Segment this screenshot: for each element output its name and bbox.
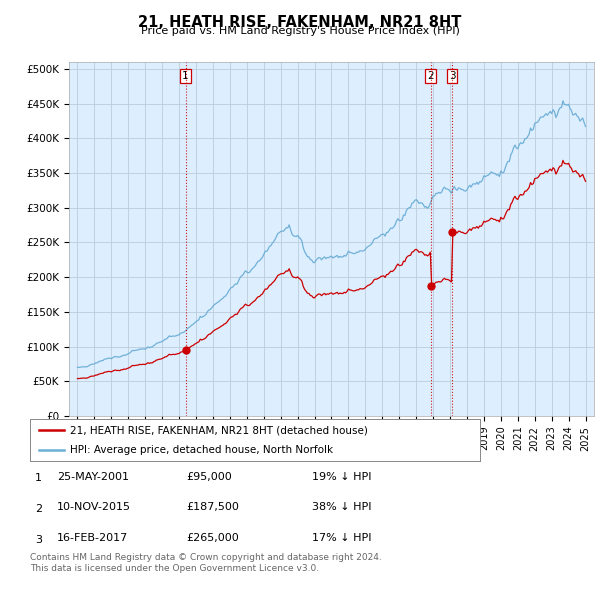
- Text: 3: 3: [449, 71, 455, 81]
- Text: 3: 3: [35, 535, 42, 545]
- Text: 21, HEATH RISE, FAKENHAM, NR21 8HT (detached house): 21, HEATH RISE, FAKENHAM, NR21 8HT (deta…: [71, 425, 368, 435]
- Text: £265,000: £265,000: [186, 533, 239, 543]
- Text: £187,500: £187,500: [186, 502, 239, 512]
- Text: 16-FEB-2017: 16-FEB-2017: [57, 533, 128, 543]
- Text: 17% ↓ HPI: 17% ↓ HPI: [312, 533, 371, 543]
- Text: 25-MAY-2001: 25-MAY-2001: [57, 471, 129, 481]
- Text: £95,000: £95,000: [186, 471, 232, 481]
- Text: 38% ↓ HPI: 38% ↓ HPI: [312, 502, 371, 512]
- Text: 2: 2: [427, 71, 434, 81]
- Text: HPI: Average price, detached house, North Norfolk: HPI: Average price, detached house, Nort…: [71, 445, 334, 455]
- Text: Price paid vs. HM Land Registry's House Price Index (HPI): Price paid vs. HM Land Registry's House …: [140, 26, 460, 36]
- Text: 21, HEATH RISE, FAKENHAM, NR21 8HT: 21, HEATH RISE, FAKENHAM, NR21 8HT: [139, 15, 461, 30]
- Text: 1: 1: [182, 71, 189, 81]
- Text: 2: 2: [35, 504, 42, 514]
- Text: 10-NOV-2015: 10-NOV-2015: [57, 502, 131, 512]
- Text: 1: 1: [35, 474, 42, 483]
- Text: Contains HM Land Registry data © Crown copyright and database right 2024.: Contains HM Land Registry data © Crown c…: [30, 553, 382, 562]
- Text: 19% ↓ HPI: 19% ↓ HPI: [312, 471, 371, 481]
- Text: This data is licensed under the Open Government Licence v3.0.: This data is licensed under the Open Gov…: [30, 565, 319, 573]
